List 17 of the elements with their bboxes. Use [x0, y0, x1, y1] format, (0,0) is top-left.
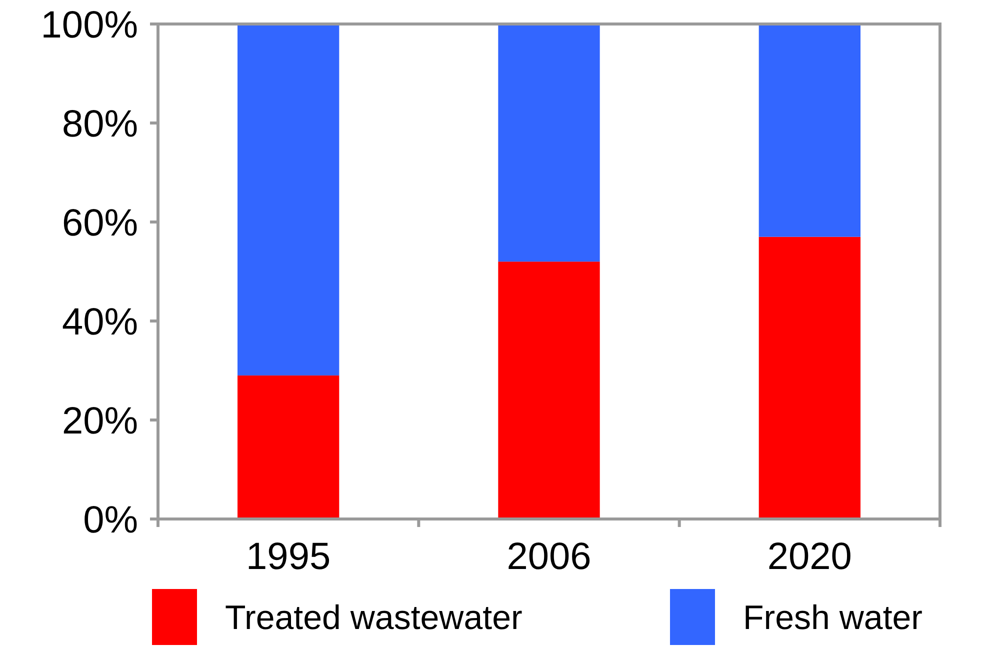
y-tick-label: 100%: [40, 4, 138, 46]
y-tick-label: 60%: [62, 202, 138, 244]
bar: [498, 262, 600, 519]
y-tick-label: 20%: [62, 400, 138, 442]
y-tick-label: 80%: [62, 103, 138, 146]
bar: [498, 24, 600, 262]
bar: [758, 24, 860, 237]
bar: [238, 24, 340, 376]
y-tick-label: 40%: [62, 301, 138, 344]
x-tick-label: 2020: [767, 536, 852, 578]
legend-label: Treated wastewater: [225, 598, 522, 637]
x-tick-label: 2006: [506, 536, 592, 578]
y-tick-label: 0%: [83, 499, 138, 542]
x-tick-label: 1995: [246, 536, 331, 578]
legend-label: Fresh water: [743, 598, 922, 637]
bar: [238, 375, 340, 519]
bar: [758, 236, 860, 519]
